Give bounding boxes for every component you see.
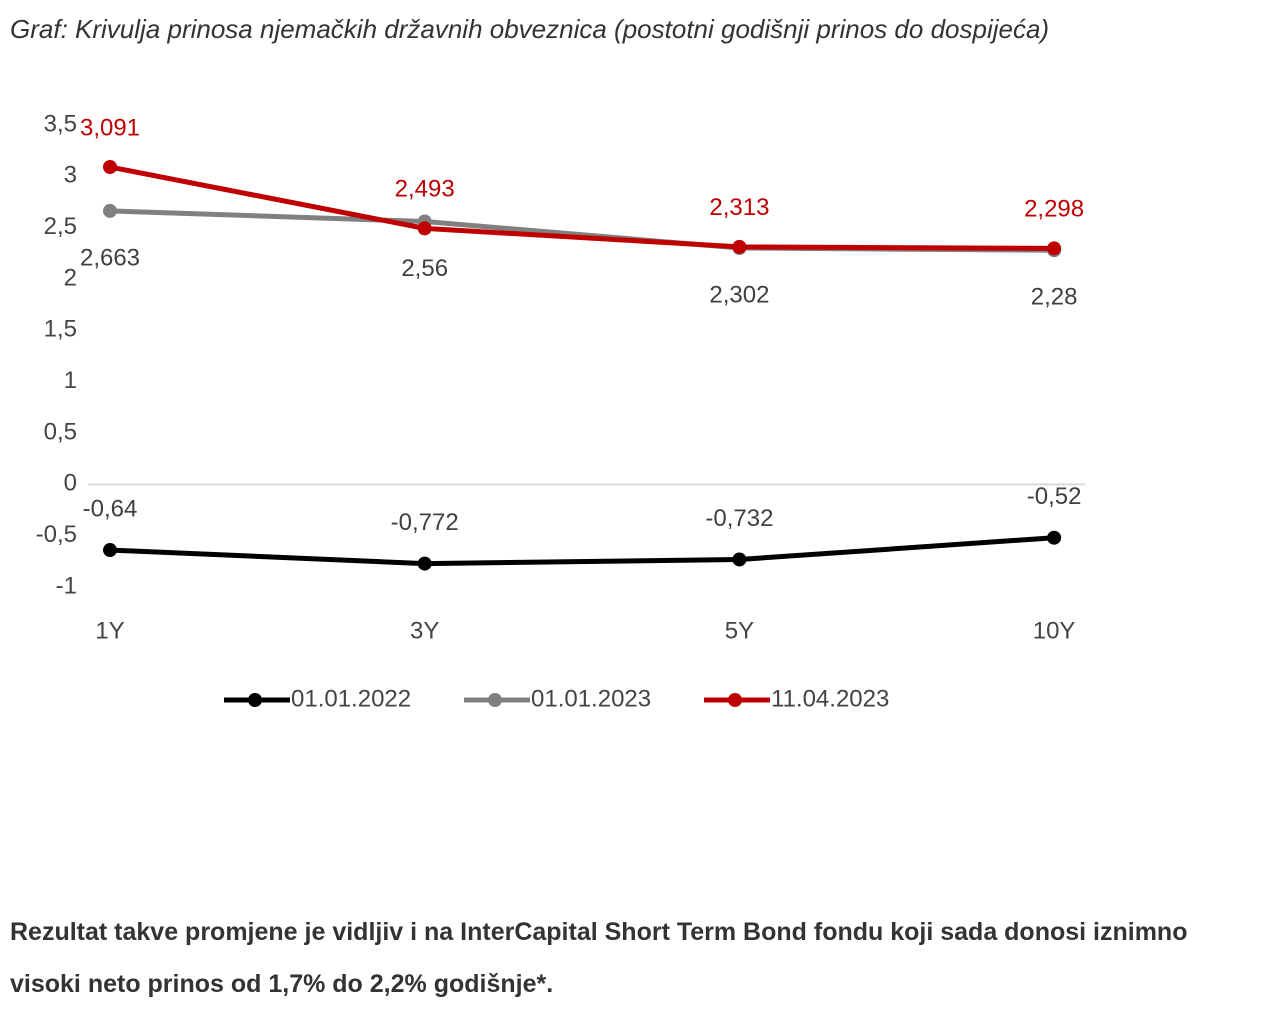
paragraph: Rezultat takve promjene je vidljiv i na … bbox=[10, 918, 1188, 998]
data-label: -0,732 bbox=[705, 505, 773, 532]
x-tick-label: 10Y bbox=[1033, 617, 1076, 644]
x-tick-label: 1Y bbox=[95, 617, 124, 644]
data-label: -0,64 bbox=[83, 495, 138, 522]
y-tick-label: -1 bbox=[56, 572, 77, 599]
series-line bbox=[109, 208, 1055, 253]
data-point bbox=[103, 203, 117, 218]
data-label: 2,28 bbox=[1031, 284, 1078, 311]
y-tick-label: 0,5 bbox=[44, 418, 77, 445]
data-point bbox=[1047, 241, 1062, 256]
data-label: -0,772 bbox=[391, 509, 459, 536]
data-point bbox=[417, 556, 432, 571]
y-tick-label: 2,5 bbox=[44, 213, 77, 240]
caption: Graf: Krivulja prinosa njemačkih državni… bbox=[10, 14, 1050, 44]
y-tick-label: 3,5 bbox=[44, 110, 77, 137]
y-tick-label: 3 bbox=[64, 162, 77, 189]
data-label: 2,313 bbox=[709, 194, 769, 221]
y-tick-label: -0,5 bbox=[36, 521, 77, 548]
data-point bbox=[1047, 530, 1062, 545]
y-tick-label: 0 bbox=[64, 470, 77, 497]
legend-label: 01.01.2023 bbox=[531, 685, 651, 712]
chart: -1 -0,5 0 0,5 1 1,5 2 2,5 3 3,5 1Y 3Y 5Y 10Y -0,64 -0,7… bbox=[36, 110, 1085, 712]
legend-label: 11.04.2023 bbox=[771, 685, 889, 712]
legend-marker bbox=[488, 693, 502, 707]
data-label: 2,56 bbox=[401, 255, 448, 282]
data-point bbox=[103, 543, 117, 558]
y-tick-label: 2 bbox=[64, 264, 77, 291]
data-point bbox=[732, 239, 747, 254]
legend-label: 01.01.2022 bbox=[291, 685, 411, 712]
legend-marker bbox=[728, 693, 742, 707]
data-point bbox=[732, 552, 747, 567]
legend-marker bbox=[248, 693, 262, 707]
y-tick-label: 1,5 bbox=[44, 316, 77, 343]
x-tick-label: 3Y bbox=[410, 617, 439, 644]
series-line bbox=[109, 535, 1055, 567]
data-label: 2,302 bbox=[709, 281, 769, 308]
data-label: 2,493 bbox=[395, 176, 455, 203]
x-tick-label: 5Y bbox=[725, 617, 754, 644]
data-label: 3,091 bbox=[80, 114, 140, 141]
series-line bbox=[109, 164, 1055, 251]
data-point bbox=[103, 159, 117, 174]
y-tick-label: 1 bbox=[64, 367, 77, 394]
data-point bbox=[417, 221, 432, 236]
data-label: -0,52 bbox=[1027, 483, 1082, 510]
data-label: 2,663 bbox=[80, 244, 140, 271]
data-label: 2,298 bbox=[1024, 196, 1084, 223]
